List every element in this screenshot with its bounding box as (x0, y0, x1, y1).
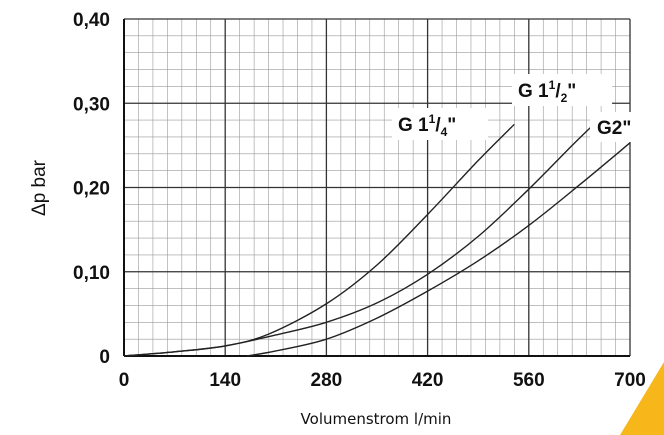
corner-accent-shape (620, 362, 664, 435)
x-tick-label: 560 (513, 370, 545, 391)
x-tick-label: 700 (614, 370, 646, 391)
series-line-g1-1-2 (123, 123, 595, 357)
series-line-g1-1-4 (123, 123, 515, 357)
x-tick-label: 140 (209, 370, 241, 391)
x-tick-labels: 0 140 280 420 560 700 (119, 370, 646, 391)
x-tick-label: 420 (412, 370, 444, 391)
x-tick-label: 0 (119, 370, 130, 391)
x-tick-label: 280 (311, 370, 343, 391)
series-label-g1-1-4: G 11/4" (398, 112, 456, 139)
y-tick-label: 0,20 (73, 179, 110, 200)
axes (123, 19, 630, 357)
y-tick-label: 0,10 (73, 263, 110, 284)
y-axis-label: Δp bar (29, 159, 50, 216)
x-axis-label: Volumenstrom l/min (301, 410, 452, 428)
y-tick-label: 0,30 (73, 94, 110, 115)
series-label-g1-1-2: G 11/2" (518, 78, 576, 105)
series-lines (123, 123, 631, 357)
y-tick-labels: 0 0,10 0,20 0,30 0,40 (73, 10, 110, 368)
y-tick-label: 0,40 (73, 10, 110, 31)
series-label-g2: G2" (597, 118, 631, 139)
series-label-bg-g1-1-4 (392, 108, 488, 140)
series-label-bg-g2 (590, 112, 660, 142)
series-line-g2 (246, 142, 631, 357)
series-label-bg-g1-1-2 (512, 74, 612, 106)
y-tick-label: 0 (99, 347, 110, 368)
